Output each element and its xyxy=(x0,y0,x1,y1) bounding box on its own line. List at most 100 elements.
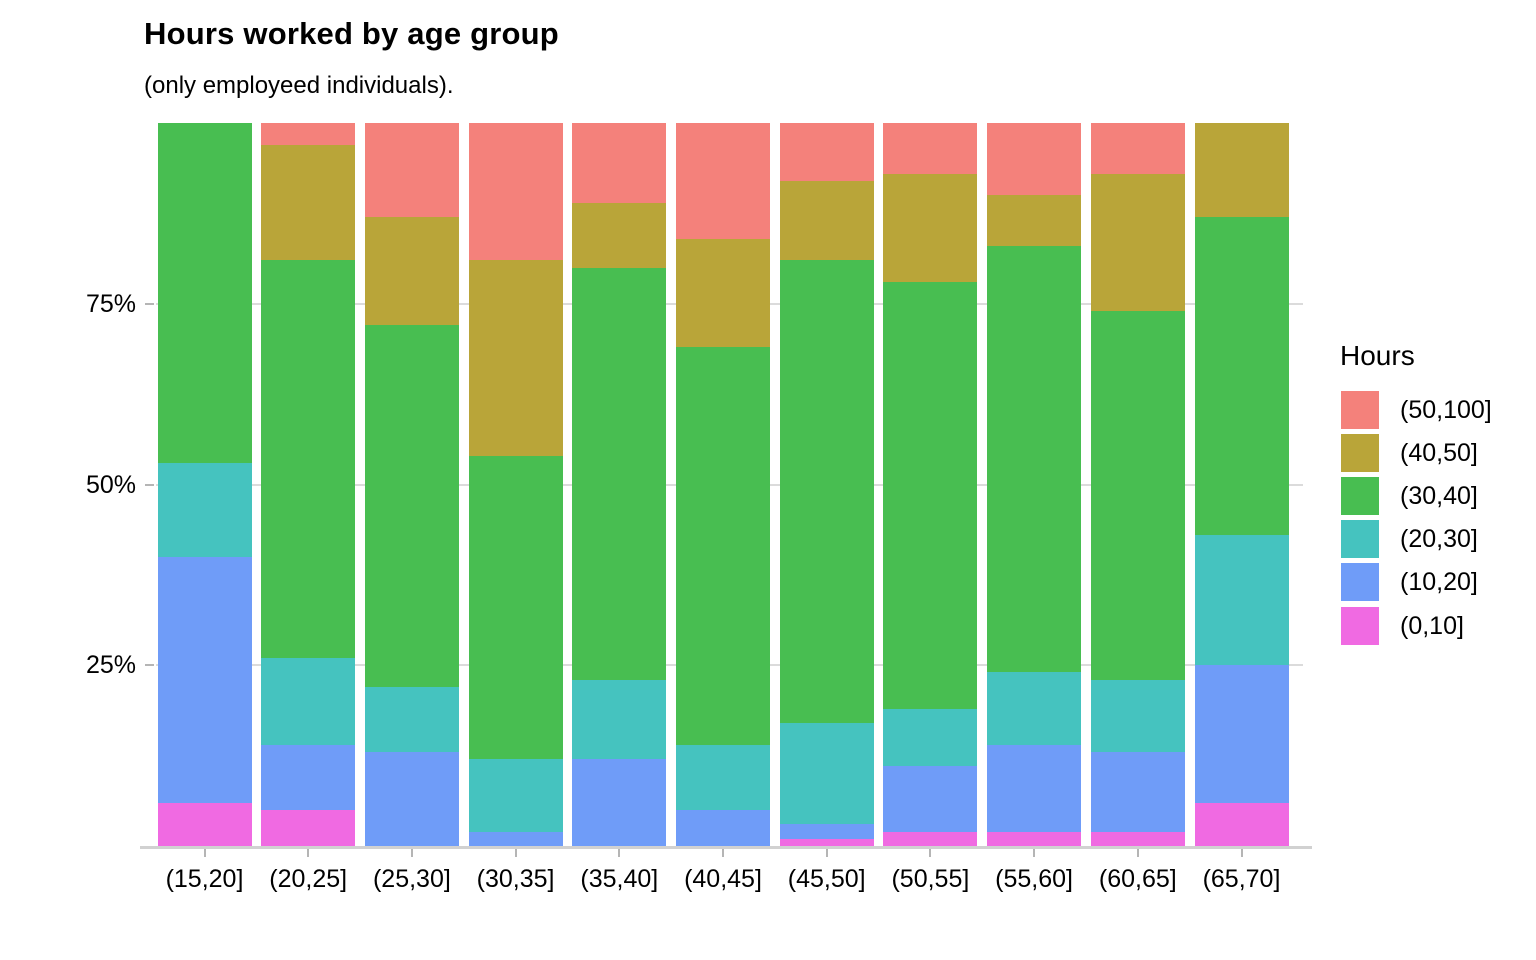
bar-segment-(20,30] xyxy=(572,679,667,760)
bar-segment-(20,30] xyxy=(779,723,874,825)
y-tick-mark xyxy=(145,664,154,667)
legend-label: (10,20] xyxy=(1400,568,1478,597)
bar-segment-(20,30] xyxy=(364,686,459,752)
bar-segment-(20,30] xyxy=(468,759,563,832)
bar-(40,45] xyxy=(676,123,770,846)
x-tick-mark xyxy=(203,849,206,857)
bar-segment-(0,10] xyxy=(883,831,978,846)
legend-label: (0,10] xyxy=(1400,611,1464,640)
legend-label: (20,30] xyxy=(1400,525,1478,554)
bar-(25,30] xyxy=(364,123,459,846)
x-axis-label: (45,50] xyxy=(787,865,866,893)
bar-segment-(10,20] xyxy=(883,766,978,832)
bar-segment-(50,100] xyxy=(676,123,770,239)
x-tick-mark xyxy=(722,849,724,857)
bar-segment-(50,100] xyxy=(987,123,1082,196)
bar-segment-(10,20] xyxy=(157,556,252,803)
bar-segment-(20,30] xyxy=(1194,535,1289,666)
bar-segment-(40,50] xyxy=(676,238,770,348)
bar-segment-(0,10] xyxy=(779,838,874,846)
bar-segment-(20,30] xyxy=(1090,679,1185,752)
bar-(35,40] xyxy=(572,123,667,846)
plot-panel xyxy=(156,123,1303,846)
x-tick-mark xyxy=(307,849,310,857)
x-axis-label: (35,40] xyxy=(580,865,659,893)
bar-(30,35] xyxy=(468,123,563,846)
bar-segment-(30,40] xyxy=(1090,310,1185,680)
x-tick-mark xyxy=(825,849,828,857)
bar-segment-(30,40] xyxy=(468,455,563,760)
bar-segment-(20,30] xyxy=(261,658,356,745)
x-axis-label: (20,25] xyxy=(269,865,348,893)
bar-segment-(40,50] xyxy=(468,260,563,456)
x-axis-label: (15,20] xyxy=(165,865,244,893)
bar-segment-(10,20] xyxy=(987,744,1082,832)
bar-segment-(50,100] xyxy=(779,123,874,181)
bar-segment-(0,10] xyxy=(261,809,356,846)
bar-segment-(30,40] xyxy=(883,282,978,709)
x-tick-mark xyxy=(618,849,621,857)
bar-segment-(40,50] xyxy=(364,216,459,326)
bar-segment-(10,20] xyxy=(364,751,459,846)
x-tick-mark xyxy=(514,849,517,857)
bar-segment-(30,40] xyxy=(572,267,667,680)
bar-segment-(40,50] xyxy=(261,144,356,261)
legend-swatch-(20,30] xyxy=(1341,520,1379,559)
bar-segment-(10,20] xyxy=(1194,665,1289,803)
bar-segment-(0,10] xyxy=(1194,802,1289,846)
x-tick-mark xyxy=(1136,849,1139,857)
chart-subtitle: (only employeed individuals). xyxy=(144,72,454,99)
bar-segment-(50,100] xyxy=(364,123,459,217)
bar-segment-(30,40] xyxy=(261,260,356,658)
bar-segment-(30,40] xyxy=(157,123,252,463)
bar-(60,65] xyxy=(1090,123,1185,846)
y-tick-mark xyxy=(145,302,154,305)
x-axis-label: (65,70] xyxy=(1202,865,1281,893)
bar-segment-(20,30] xyxy=(987,672,1082,745)
bar-segment-(40,50] xyxy=(779,180,874,261)
chart-title: Hours worked by age group xyxy=(144,16,559,51)
x-axis-label: (40,45] xyxy=(684,865,762,893)
x-tick-mark xyxy=(410,849,413,857)
bar-segment-(20,30] xyxy=(676,744,770,810)
bar-(15,20] xyxy=(157,123,252,846)
x-tick-mark xyxy=(929,849,932,857)
bar-segment-(50,100] xyxy=(468,123,563,261)
y-axis-label: 25% xyxy=(85,651,136,680)
x-axis-label: (30,35] xyxy=(476,865,555,893)
y-axis-label: 75% xyxy=(85,289,136,318)
bar-(50,55] xyxy=(883,123,978,846)
bar-segment-(10,20] xyxy=(676,809,770,846)
legend-label: (50,100] xyxy=(1400,396,1492,424)
bar-segment-(40,50] xyxy=(1194,123,1289,217)
legend-swatch-(0,10] xyxy=(1341,606,1379,645)
bar-segment-(50,100] xyxy=(883,123,978,174)
legend-swatch-(10,20] xyxy=(1341,563,1379,602)
bar-segment-(0,10] xyxy=(987,831,1082,846)
legend-swatch-(50,100] xyxy=(1341,391,1379,429)
bar-segment-(30,40] xyxy=(364,325,459,687)
x-tick-mark xyxy=(1033,849,1036,857)
bar-(45,50] xyxy=(779,123,874,846)
bar-segment-(30,40] xyxy=(987,245,1082,673)
bar-segment-(10,20] xyxy=(779,824,874,839)
x-axis-label: (60,65] xyxy=(1098,865,1177,893)
bar-segment-(30,40] xyxy=(676,347,770,745)
x-axis-label: (50,55] xyxy=(891,865,970,893)
legend-swatch-(30,40] xyxy=(1341,477,1379,516)
y-axis-label: 50% xyxy=(85,470,136,499)
bar-segment-(40,50] xyxy=(883,173,978,283)
bar-segment-(50,100] xyxy=(572,123,667,203)
x-tick-mark xyxy=(1240,849,1243,857)
bar-segment-(10,20] xyxy=(468,831,563,846)
y-tick-mark xyxy=(145,483,154,486)
bar-(65,70] xyxy=(1194,123,1289,846)
x-axis-line xyxy=(140,846,1312,849)
bar-segment-(10,20] xyxy=(261,744,356,810)
bar-segment-(0,10] xyxy=(1090,831,1185,846)
bar-segment-(20,30] xyxy=(157,462,252,557)
bar-segment-(30,40] xyxy=(779,260,874,724)
bar-segment-(40,50] xyxy=(572,202,667,268)
bar-segment-(10,20] xyxy=(572,759,667,846)
